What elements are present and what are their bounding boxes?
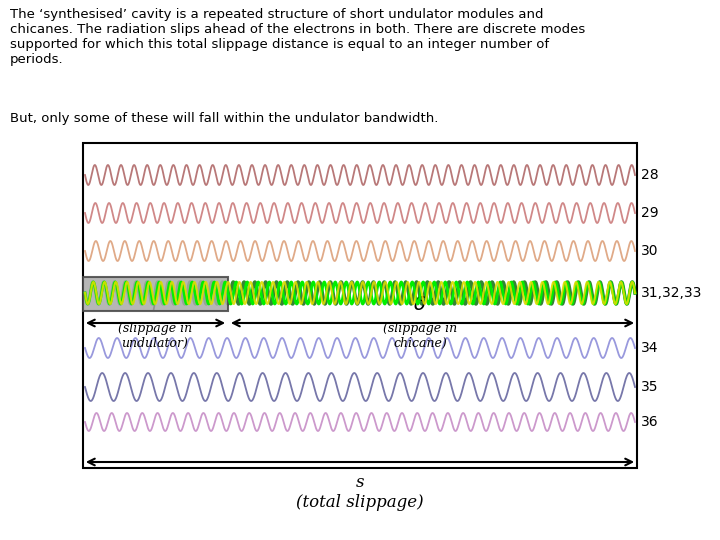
Text: s
(total slippage): s (total slippage) xyxy=(296,474,424,511)
Text: The ‘synthesised’ cavity is a repeated structure of short undulator modules and
: The ‘synthesised’ cavity is a repeated s… xyxy=(10,8,585,66)
Text: 35: 35 xyxy=(641,380,659,394)
Text: 36: 36 xyxy=(641,415,659,429)
Text: 31,32,33: 31,32,33 xyxy=(641,286,703,300)
Text: 30: 30 xyxy=(641,244,659,258)
Text: $\delta$: $\delta$ xyxy=(413,296,426,314)
Bar xyxy=(83,277,228,311)
Text: $l$: $l$ xyxy=(151,295,158,314)
Bar xyxy=(83,143,637,468)
Text: 29: 29 xyxy=(641,206,659,220)
Text: 34: 34 xyxy=(641,341,659,355)
Text: 28: 28 xyxy=(641,168,659,182)
Text: (slippage in
undulator): (slippage in undulator) xyxy=(118,322,192,350)
Text: (slippage in
chicane): (slippage in chicane) xyxy=(383,322,457,350)
Text: But, only some of these will fall within the undulator bandwidth.: But, only some of these will fall within… xyxy=(10,112,438,125)
